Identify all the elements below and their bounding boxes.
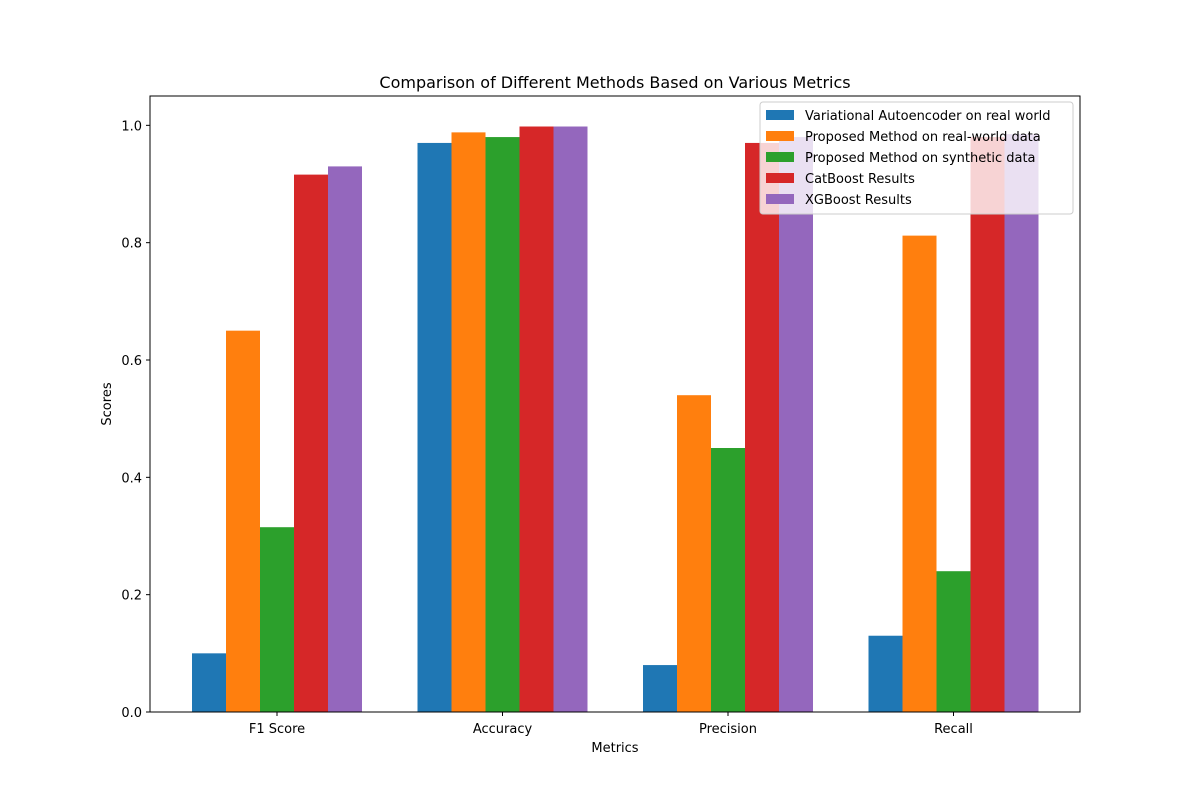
bar-series-3-cat-2: [745, 142, 779, 712]
bar-series-3-cat-3: [970, 137, 1005, 713]
legend-entry-label: CatBoost Results: [805, 172, 915, 187]
bar-series-1-cat-1: [451, 132, 486, 712]
bar-series-2-cat-0: [260, 527, 294, 712]
legend-entry-label: Proposed Method on real-world data: [805, 130, 1041, 145]
y-tick-label: 0.6: [121, 354, 142, 369]
legend-box: [759, 101, 1074, 215]
bar-series-1-cat-2: [677, 395, 711, 712]
legend-swatch: [766, 110, 794, 120]
bar-series-0-cat-1: [417, 142, 452, 712]
y-tick-label: 0.4: [121, 471, 142, 486]
legend-swatch: [766, 152, 794, 162]
bar-series-0-cat-3: [868, 635, 903, 712]
bar-series-3-cat-1: [519, 126, 554, 713]
y-axis-ticks: 0.0 0.2 0.4 0.6 0.8 1.0: [121, 119, 150, 721]
x-tick-label: Precision: [699, 722, 757, 737]
legend-entry-label: Variational Autoencoder on real world: [805, 109, 1051, 124]
bar-series-4-cat-1: [553, 126, 588, 713]
y-axis-label: Scores: [100, 382, 115, 425]
x-tick-label: Recall: [934, 722, 973, 737]
y-tick-label: 0.0: [121, 706, 142, 721]
bar-series-2-cat-2: [711, 448, 745, 712]
bar-series-0-cat-0: [192, 653, 226, 712]
x-axis-ticks: F1 Score Accuracy Precision Recall: [249, 712, 973, 737]
legend-swatch: [766, 194, 794, 204]
bar-series-1-cat-3: [902, 235, 937, 713]
legend-swatch: [766, 173, 794, 183]
bar-series-4-cat-2: [779, 137, 813, 713]
chart-title: Comparison of Different Methods Based on…: [379, 73, 850, 92]
x-tick-label: Accuracy: [473, 722, 533, 737]
bar-series-4-cat-0: [328, 166, 362, 712]
y-tick-label: 1.0: [121, 119, 142, 134]
x-tick-label: F1 Score: [249, 722, 305, 737]
bar-series-2-cat-3: [936, 571, 971, 712]
bar-series-4-cat-3: [1004, 134, 1039, 713]
axes-frame: [149, 95, 1081, 713]
bar-series-2-cat-1: [485, 137, 520, 713]
legend-entry-label: XGBoost Results: [805, 193, 912, 208]
legend-swatch: [766, 131, 794, 141]
legend: Variational Autoencoder on real world Pro…: [759, 101, 1074, 215]
bar-series-3-cat-0: [294, 174, 328, 712]
x-axis-label: Metrics: [591, 741, 638, 756]
legend-entry-label: Proposed Method on synthetic data: [805, 151, 1036, 166]
y-tick-label: 0.8: [121, 237, 142, 252]
bars-group: [192, 126, 1039, 713]
y-tick-label: 0.2: [121, 589, 142, 604]
bar-series-1-cat-0: [226, 330, 260, 712]
bar-series-0-cat-2: [643, 665, 677, 712]
